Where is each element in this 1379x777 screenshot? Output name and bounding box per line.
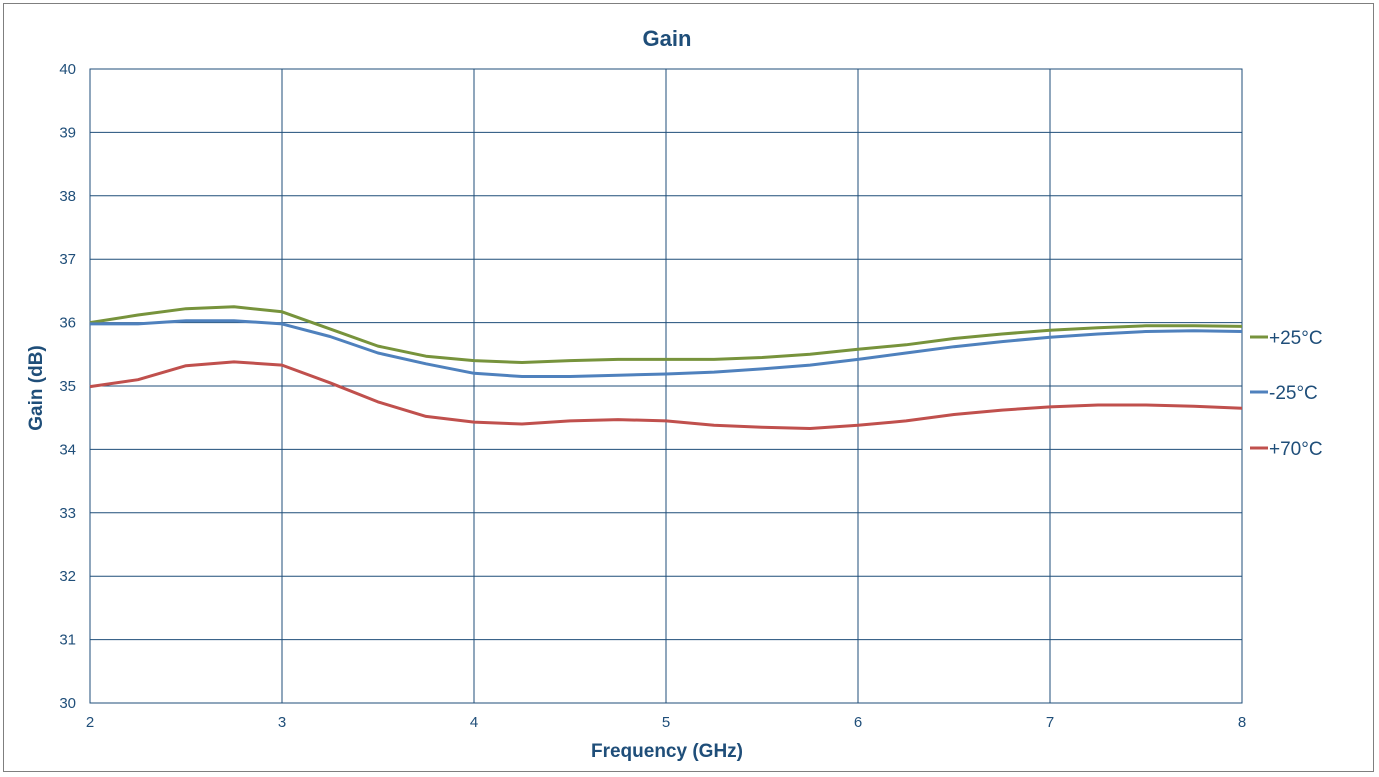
series-line-2 [89,360,1243,430]
chart-title: Gain [643,26,692,51]
legend-label-2: +70°C [1269,439,1323,460]
x-tick-label: 8 [1238,714,1246,731]
y-tick-label: 38 [59,188,76,205]
grid-lines [89,68,1243,704]
series-line-0 [89,305,1243,364]
y-axis-title: Gain (dB) [26,345,47,431]
x-tick-label: 5 [662,714,670,731]
y-tick-label: 40 [59,61,76,78]
y-axis-ticks: 30 31 32 33 34 35 36 37 38 39 40 [59,61,76,712]
legend: +25°C -25°C +70°C [1250,328,1323,460]
x-tick-label: 3 [278,714,286,731]
x-tick-label: 7 [1046,714,1054,731]
legend-label-1: -25°C [1269,383,1318,404]
series-lines [89,305,1243,430]
y-tick-label: 39 [59,124,76,141]
y-tick-label: 35 [59,378,76,395]
x-tick-label: 2 [86,714,94,731]
series-line-1 [90,319,1243,378]
y-tick-label: 32 [59,568,76,585]
x-tick-label: 6 [854,714,862,731]
legend-label-0: +25°C [1269,328,1323,349]
y-tick-label: 37 [59,251,76,268]
y-tick-label: 30 [59,695,76,712]
x-tick-label: 4 [470,714,478,731]
y-tick-label: 33 [59,505,76,522]
chart-frame [3,3,1374,772]
x-axis-ticks: 2 3 4 5 6 7 8 [86,714,1246,731]
y-tick-label: 36 [59,315,76,332]
x-axis-title: Frequency (GHz) [591,741,743,762]
y-tick-label: 34 [59,441,76,458]
y-tick-label: 31 [59,632,76,649]
